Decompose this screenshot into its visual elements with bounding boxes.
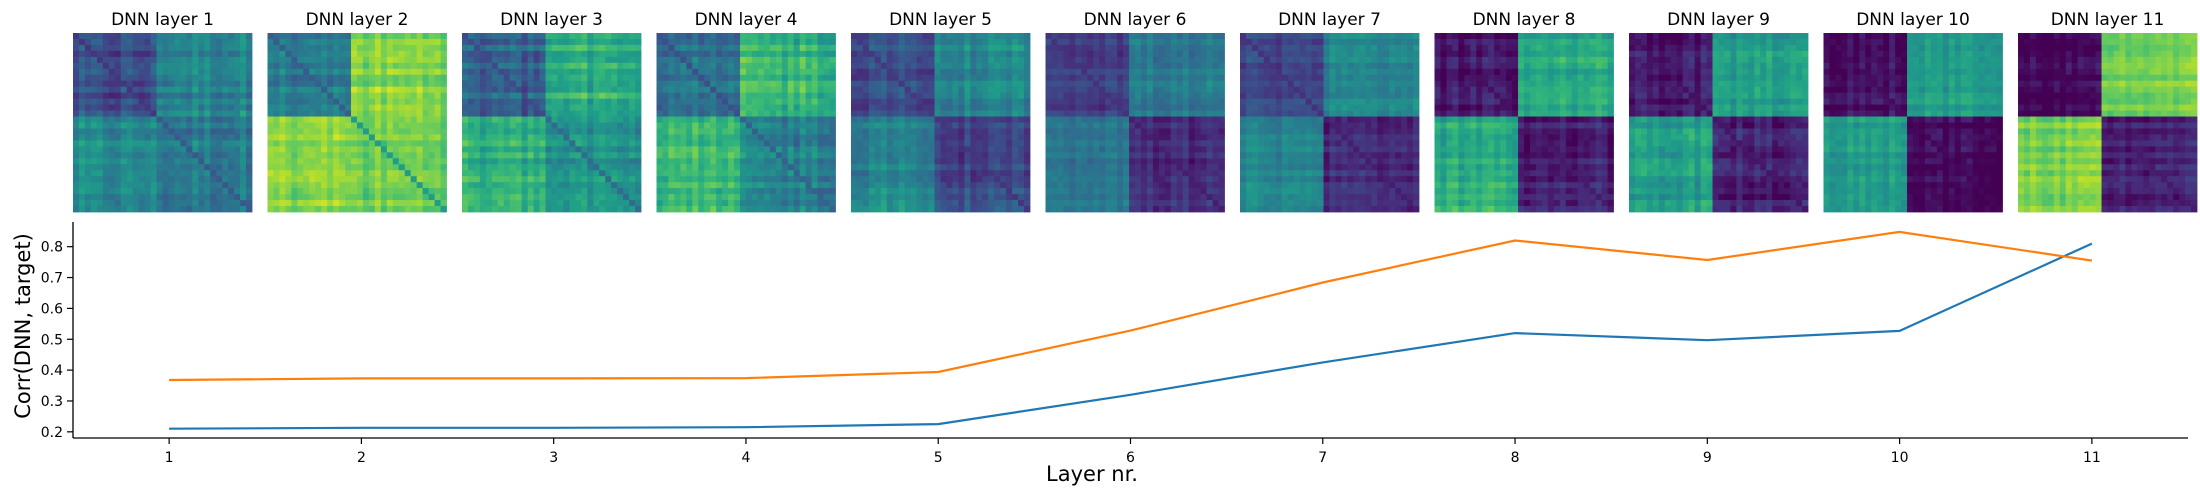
heatmap-title: DNN layer 3: [500, 10, 603, 30]
y-tick-label: 0.2: [41, 425, 63, 441]
series-line-2: [169, 230, 2093, 382]
heatmap-cells: [1240, 33, 1420, 213]
heatmap-cells: [462, 33, 642, 213]
heatmap-panel: DNN layer 6: [1045, 10, 1225, 213]
heatmap-cells: [656, 33, 836, 213]
x-tick-label: 2: [357, 450, 366, 466]
y-tick-label: 0.4: [41, 363, 63, 379]
heatmap-panel: DNN layer 2: [267, 10, 447, 213]
heatmap-title: DNN layer 7: [1278, 10, 1381, 30]
x-tick-label: 1: [165, 450, 174, 466]
x-tick-label: 8: [1511, 450, 1520, 466]
heatmap-title: DNN layer 2: [306, 10, 409, 30]
heatmap-panel: DNN layer 4: [656, 10, 836, 213]
heatmap-title: DNN layer 8: [1473, 10, 1576, 30]
heatmap-panels: DNN layer 1 DNN layer 2 DNN layer 3 DNN lay…: [73, 10, 2198, 213]
series-lines: [169, 230, 2093, 430]
y-ticks: 0.2 0.3 0.4 0.5 0.6 0.7 0.8: [41, 240, 73, 441]
y-tick-label: 0.6: [41, 301, 63, 317]
heatmap-title: DNN layer 4: [695, 10, 798, 30]
line-plot: 0.2 0.3 0.4 0.5 0.6 0.7 0.8 1 2 3 4 5 6 7 8 9 10 11 Laye…: [11, 222, 2188, 486]
heatmap-title: DNN layer 9: [1667, 10, 1770, 30]
heatmap-cells: [267, 33, 447, 213]
heatmap-cells: [851, 33, 1031, 213]
heatmap-title: DNN layer 1: [111, 10, 214, 30]
x-ticks: 1 2 3 4 5 6 7 8 9 10 11: [165, 438, 2101, 466]
heatmap-title: DNN layer 6: [1084, 10, 1187, 30]
y-tick-label: 0.7: [41, 271, 63, 287]
y-tick-label: 0.3: [41, 394, 63, 410]
x-tick-label: 10: [1891, 450, 1909, 466]
heatmap-title: DNN layer 5: [889, 10, 992, 30]
y-tick-label: 0.8: [41, 240, 63, 256]
heatmap-panel: DNN layer 3: [462, 10, 642, 213]
heatmap-panel: DNN layer 1: [73, 10, 253, 213]
heatmap-cells: [73, 33, 253, 213]
y-axis-label: Corr(DNN, target): [11, 233, 35, 419]
heatmap-cells: [1629, 33, 1809, 213]
x-tick-label: 7: [1318, 450, 1327, 466]
y-tick-label: 0.5: [41, 332, 63, 348]
heatmap-panel: DNN layer 9: [1629, 10, 1809, 213]
x-tick-label: 5: [934, 450, 943, 466]
x-axis-label: Layer nr.: [1046, 462, 1138, 486]
x-tick-label: 9: [1703, 450, 1712, 466]
heatmap-title: DNN layer 11: [2051, 10, 2165, 30]
heatmap-panel: DNN layer 11: [2018, 10, 2198, 213]
heatmap-cells: [2018, 33, 2198, 213]
heatmap-cells: [1045, 33, 1225, 213]
heatmap-panel: DNN layer 10: [1823, 10, 2003, 213]
heatmap-cells: [1823, 33, 2003, 213]
x-tick-label: 4: [741, 450, 750, 466]
x-tick-label: 3: [549, 450, 558, 466]
heatmap-title: DNN layer 10: [1856, 10, 1970, 30]
x-tick-label: 11: [2083, 450, 2101, 466]
series-line-1: [169, 242, 2093, 430]
heatmap-cells: [1434, 33, 1614, 213]
heatmap-panel: DNN layer 7: [1240, 10, 1420, 213]
x-tick-label: 6: [1126, 450, 1135, 466]
heatmap-panel: DNN layer 5: [851, 10, 1031, 213]
heatmap-panel: DNN layer 8: [1434, 10, 1614, 213]
